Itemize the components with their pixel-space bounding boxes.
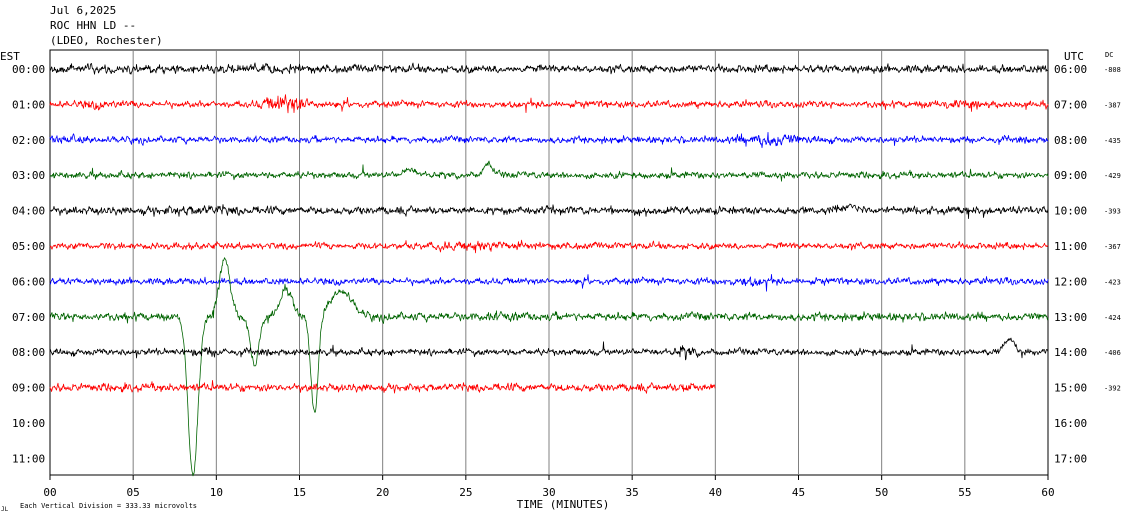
dc-offset-label: -429 xyxy=(1104,172,1121,180)
x-tick-label: 60 xyxy=(1041,486,1054,499)
dc-offset-label: -392 xyxy=(1104,385,1121,393)
utc-hour-label: 17:00 xyxy=(1054,452,1087,465)
est-hour-label: 05:00 xyxy=(12,240,45,253)
est-hour-label: 08:00 xyxy=(12,346,45,359)
utc-axis-title: UTC xyxy=(1064,50,1084,63)
logo-mark: JL xyxy=(1,506,9,513)
x-tick-label: 50 xyxy=(875,486,888,499)
seismic-trace-0000 xyxy=(49,62,1049,75)
dc-axis-title: DC xyxy=(1105,51,1113,59)
utc-hour-label: 12:00 xyxy=(1054,275,1087,288)
date-label: Jul 6,2025 xyxy=(50,4,117,17)
dc-offset-label: -435 xyxy=(1104,137,1121,145)
network-label: (LDEO, Rochester) xyxy=(50,34,163,47)
x-tick-label: 55 xyxy=(958,486,971,499)
seismic-trace-0200 xyxy=(49,132,1049,149)
dc-offset-label: -393 xyxy=(1104,208,1121,216)
est-hour-label: 03:00 xyxy=(12,169,45,182)
dc-offset-label: -367 xyxy=(1104,243,1121,251)
est-hour-label: 09:00 xyxy=(12,382,45,395)
x-tick-label: 05 xyxy=(127,486,140,499)
dc-offset-label: -808 xyxy=(1104,66,1121,74)
utc-hour-label: 15:00 xyxy=(1054,382,1087,395)
utc-hour-label: 09:00 xyxy=(1054,169,1087,182)
x-tick-label: 20 xyxy=(376,486,389,499)
est-hour-label: 07:00 xyxy=(12,311,45,324)
est-hour-label: 04:00 xyxy=(12,205,45,218)
utc-hour-label: 14:00 xyxy=(1054,346,1087,359)
utc-hour-label: 10:00 xyxy=(1054,205,1087,218)
x-axis-title: TIME (MINUTES) xyxy=(517,498,610,511)
seismic-trace-0100 xyxy=(49,94,1049,114)
station-label: ROC HHN LD -- xyxy=(50,19,137,32)
est-hour-label: 10:00 xyxy=(12,417,45,430)
est-axis-title: EST xyxy=(0,50,20,63)
seismic-trace-0400 xyxy=(49,203,1049,219)
seismic-trace-0300 xyxy=(49,160,1049,182)
est-hour-label: 00:00 xyxy=(12,63,45,76)
est-hour-label: 06:00 xyxy=(12,275,45,288)
utc-hour-label: 13:00 xyxy=(1054,311,1087,324)
chart-grid xyxy=(49,49,1049,480)
utc-hour-label: 06:00 xyxy=(1054,63,1087,76)
x-tick-label: 00 xyxy=(43,486,56,499)
est-hour-label: 11:00 xyxy=(12,452,45,465)
x-tick-label: 35 xyxy=(626,486,639,499)
seismic-trace-0500 xyxy=(49,239,1049,254)
dc-offset-label: -387 xyxy=(1104,101,1121,109)
utc-hour-label: 07:00 xyxy=(1054,98,1087,111)
dc-offset-label: -424 xyxy=(1104,314,1121,322)
x-tick-label: 25 xyxy=(459,486,472,499)
est-hour-label: 02:00 xyxy=(12,134,45,147)
utc-hour-label: 11:00 xyxy=(1054,240,1087,253)
axis-labels: 00 05 10 15 20 25 30 35 40 45 50 55 60 00:00 06:00 -808… xyxy=(12,63,1121,499)
scale-note: Each Vertical Division = 333.33 microvol… xyxy=(20,502,197,510)
utc-hour-label: 16:00 xyxy=(1054,417,1087,430)
x-tick-label: 40 xyxy=(709,486,722,499)
dc-offset-label: -406 xyxy=(1104,349,1121,357)
seismic-trace-0800 xyxy=(49,337,1049,361)
seismic-traces xyxy=(49,62,1049,477)
utc-hour-label: 08:00 xyxy=(1054,134,1087,147)
seismic-trace-0600 xyxy=(49,274,1049,292)
seismic-trace-0900 xyxy=(49,380,716,394)
dc-offset-label: -423 xyxy=(1104,278,1121,286)
x-tick-label: 45 xyxy=(792,486,805,499)
seismic-trace-0700 xyxy=(49,257,1049,477)
x-tick-label: 15 xyxy=(293,486,306,499)
x-tick-label: 10 xyxy=(210,486,223,499)
est-hour-label: 01:00 xyxy=(12,98,45,111)
x-tick-label: 30 xyxy=(542,486,555,499)
